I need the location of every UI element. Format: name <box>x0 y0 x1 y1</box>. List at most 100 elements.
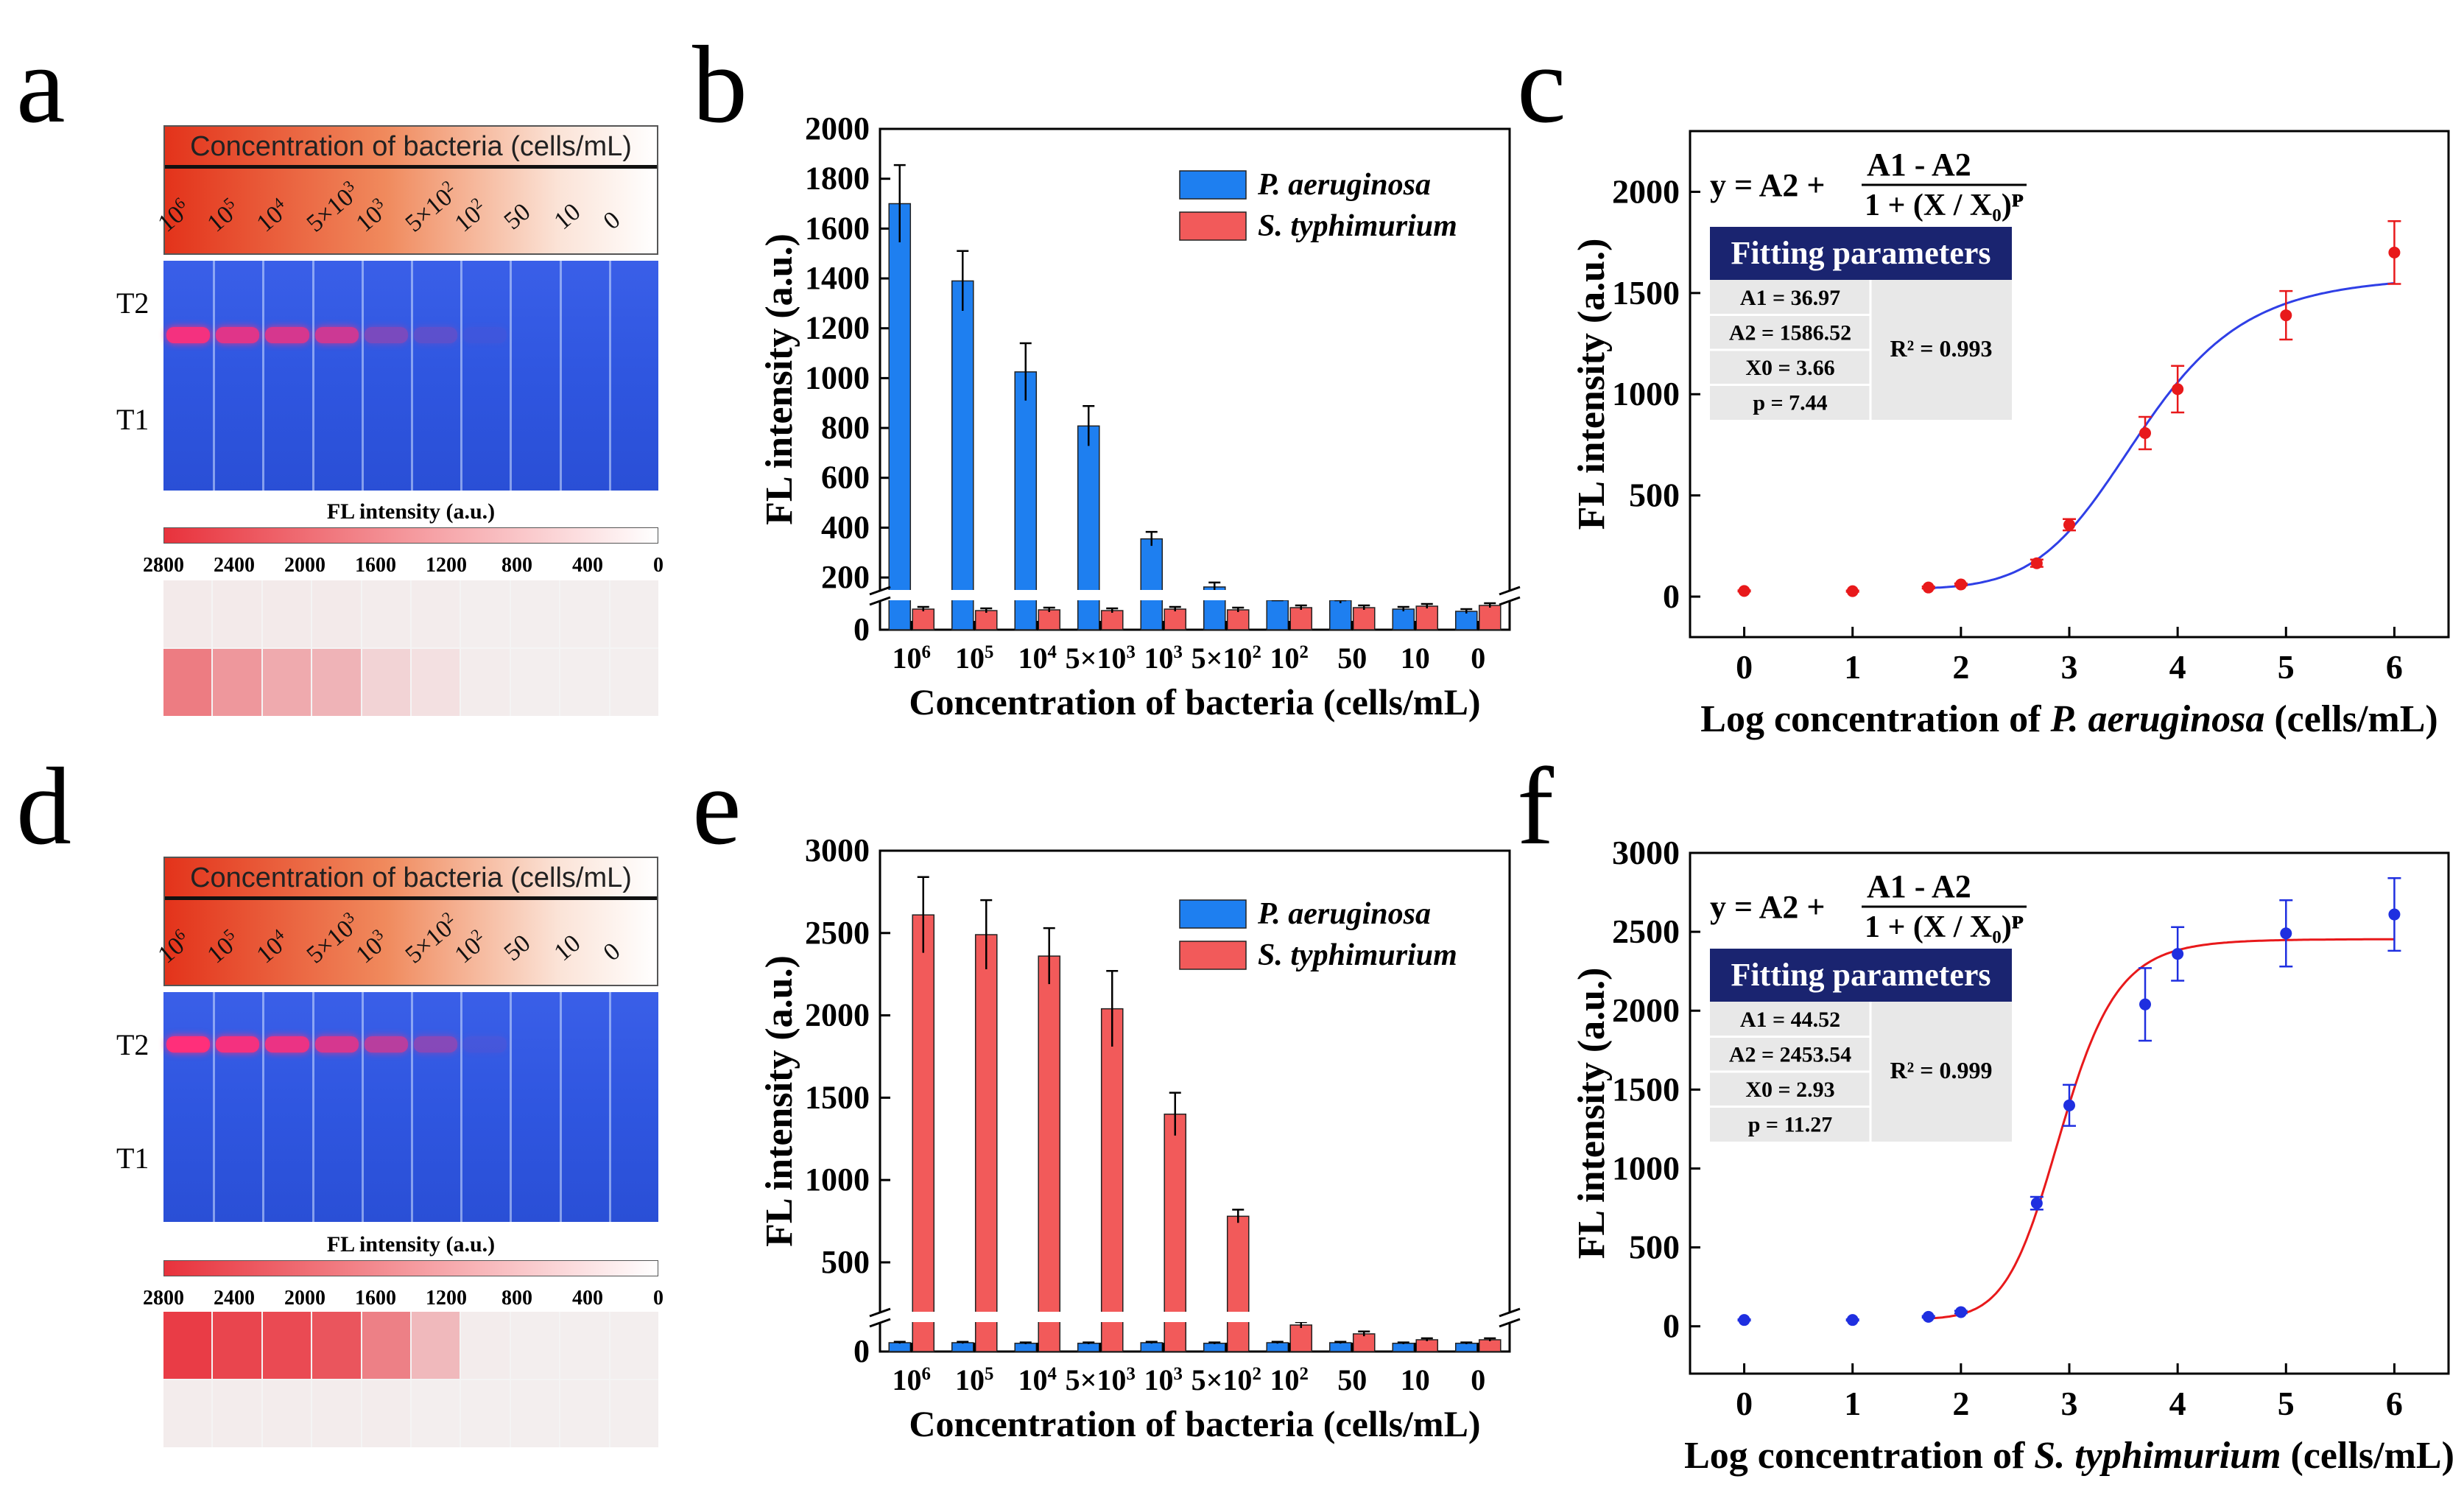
test-band <box>414 327 458 343</box>
x-tick-label: 0 <box>1471 1363 1485 1396</box>
x-tick-label: 10 <box>1401 1363 1430 1396</box>
test-band <box>166 1036 211 1053</box>
axis-break-gap <box>873 590 1517 600</box>
data-point <box>2139 998 2151 1011</box>
conc-exp: 4 <box>269 193 288 213</box>
axis-break-mark <box>869 1307 891 1318</box>
y-tick-label: 1500 <box>1612 274 1680 312</box>
data-point <box>1846 585 1859 597</box>
t1-line-label: T1 <box>116 1142 149 1175</box>
y-tick-label: 500 <box>1629 1229 1680 1266</box>
panel-letter-e: e <box>692 745 742 868</box>
heatmap-cell <box>163 1380 212 1447</box>
heatmap-cell <box>511 1380 559 1447</box>
x-axis-title: Concentration of bacteria (cells/mL) <box>909 681 1480 723</box>
data-point <box>1738 585 1750 597</box>
conc-label: 50 <box>499 930 536 967</box>
bar <box>1328 600 1352 630</box>
x-tick-label-exp: 3 <box>1126 642 1135 662</box>
conc-exp: 6 <box>170 924 189 944</box>
bar <box>1140 1342 1164 1352</box>
x-tick-label-exp: 2 <box>1252 642 1261 662</box>
param-value: A2 = 2453.54 <box>1729 1043 1851 1067</box>
scale-tick: 2400 <box>214 554 255 577</box>
bar <box>1038 955 1061 1352</box>
conc-label: 5×102 <box>400 176 458 238</box>
data-point <box>2063 519 2075 531</box>
test-band <box>314 327 359 343</box>
axis-break-mark <box>1499 586 1521 596</box>
scale-tick: 800 <box>501 554 532 577</box>
data-point <box>2388 908 2401 921</box>
heatmap-cell <box>610 649 658 716</box>
bar <box>888 203 912 630</box>
scale-tick: 2800 <box>143 1287 184 1310</box>
heatmap-cell <box>312 1380 361 1447</box>
bar <box>1140 538 1164 630</box>
intensity-heatmap <box>163 1312 658 1447</box>
x-tick-label: 3 <box>2061 1385 2078 1422</box>
data-point <box>2172 383 2184 396</box>
x-axis-title-post: (cells/mL) <box>2264 698 2437 740</box>
y-tick-label: 1000 <box>1612 1149 1680 1187</box>
x-tick-label: 4 <box>2169 648 2186 686</box>
conc-label: 104 <box>251 193 289 238</box>
x-tick-label: 5×102 <box>1191 642 1261 675</box>
y-tick-label: 1000 <box>1612 375 1680 412</box>
data-point <box>1922 1310 1935 1323</box>
conc-exp: 2 <box>467 193 486 213</box>
header-divider <box>165 165 657 169</box>
x-tick-label-exp: 2 <box>1300 642 1309 662</box>
legend-label: P. aeruginosa <box>1257 897 1431 931</box>
y-axis-title: FL intensity (a.u.) <box>758 233 800 525</box>
data-point <box>2280 309 2292 322</box>
x-tick-label: 102 <box>1270 1363 1309 1396</box>
data-point <box>1954 578 1967 591</box>
bar <box>1100 610 1124 630</box>
y-tick-label: 3000 <box>1612 834 1680 871</box>
x-tick-label-exp: 2 <box>1300 1364 1309 1384</box>
plot-frame <box>879 849 1511 1353</box>
y-tick-label: 0 <box>853 1333 870 1369</box>
conc-label: 5×102 <box>400 907 458 969</box>
y-tick-label: 2000 <box>805 110 870 147</box>
bar <box>974 610 998 630</box>
x-tick-label: 3 <box>2061 648 2078 686</box>
heatmap-cell <box>461 1312 510 1379</box>
x-axis-title: Concentration of bacteria (cells/mL) <box>909 1403 1480 1444</box>
x-tick-label: 0 <box>1736 1385 1753 1422</box>
equation-lhs: y = A2 + <box>1710 167 1826 203</box>
x-axis-title-post: (cells/mL) <box>2281 1435 2454 1477</box>
y-tick-label: 500 <box>821 1244 870 1280</box>
bar <box>1454 1343 1478 1352</box>
bar <box>1392 608 1415 630</box>
r-squared: R² = 0.999 <box>1890 1057 1993 1083</box>
heatmap-cell <box>560 649 608 716</box>
y-tick-label: 200 <box>821 559 870 595</box>
t1-line-label: T1 <box>116 403 149 436</box>
strip-divider <box>608 992 611 1222</box>
heatmap-cell <box>412 580 460 647</box>
x-axis-title-pre: Log concentration of <box>1684 1435 2034 1477</box>
y-tick-label: 1000 <box>805 1162 870 1198</box>
conc-label: 105 <box>202 193 239 238</box>
conc-exp: 2 <box>438 907 457 927</box>
heatmap-cell <box>412 649 460 716</box>
conc-exp: 3 <box>339 176 358 196</box>
strip-divider <box>411 992 413 1222</box>
param-value: p = 7.44 <box>1753 391 1827 415</box>
data-point <box>2139 427 2151 440</box>
x-tick-label: 5×102 <box>1191 1363 1261 1396</box>
heatmap-cell <box>213 580 261 647</box>
conc-exp: 5 <box>219 924 239 944</box>
y-tick-label: 0 <box>1663 577 1680 615</box>
axis-break-mark <box>1499 1307 1521 1318</box>
strip-divider <box>510 992 513 1222</box>
strip-divider <box>608 261 611 491</box>
x-tick-label: 10 <box>1401 642 1430 675</box>
heatmap-cell <box>610 1380 658 1447</box>
strip-photo <box>163 992 658 1222</box>
x-tick-label: 50 <box>1337 1363 1367 1396</box>
x-tick-label-exp: 6 <box>922 1364 931 1384</box>
test-band <box>265 1036 309 1053</box>
